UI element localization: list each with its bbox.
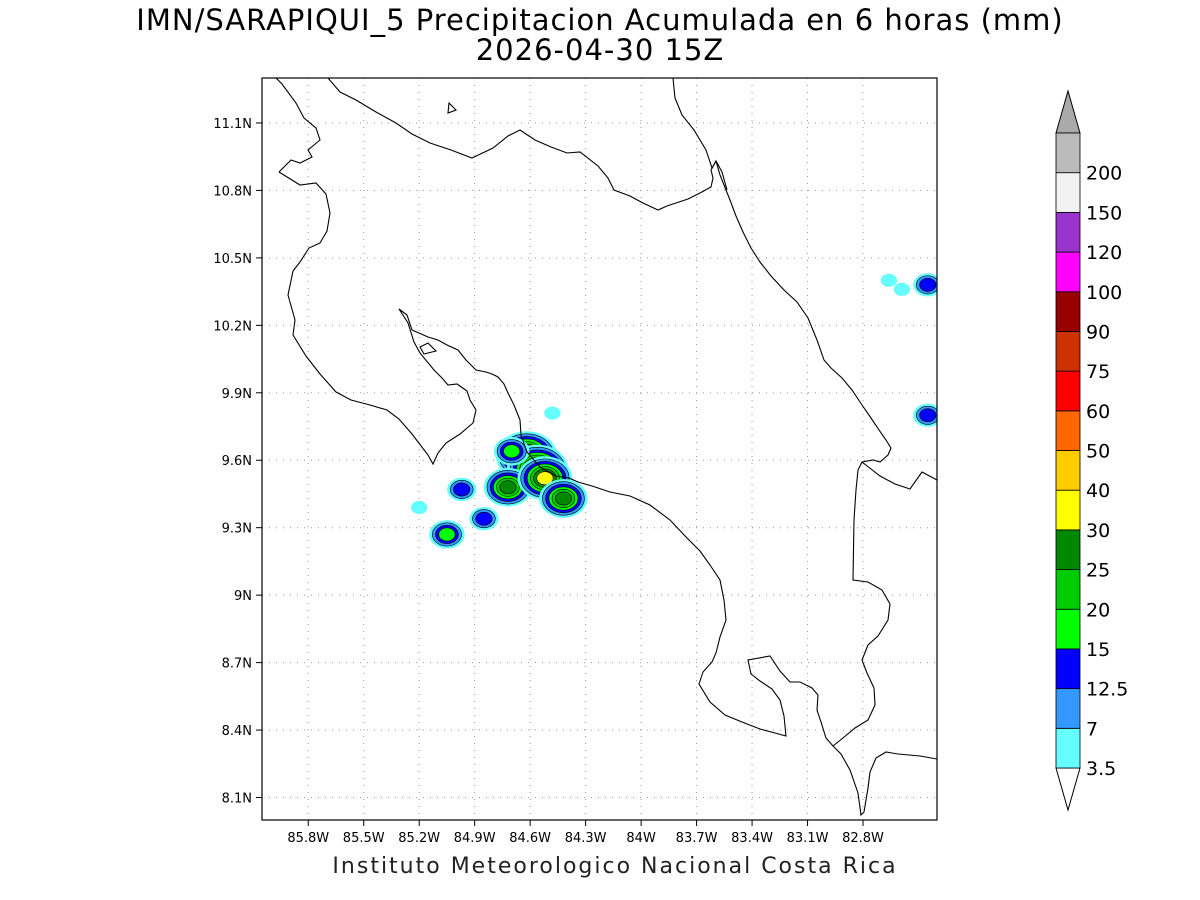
precip-cell <box>447 477 477 502</box>
colorbar-label: 3.5 <box>1086 758 1116 780</box>
precip-cell <box>880 273 898 287</box>
longitude-axis: 85.8W 85.5W 85.2W 84.9W 84.6W 84.3W 84W 83.7W 83… <box>287 820 884 846</box>
lon-tick-label: 83.7W <box>676 831 718 846</box>
colorbar-swatch <box>1055 727 1081 769</box>
colorbar-swatch <box>1055 569 1081 610</box>
precip-contour <box>893 282 911 296</box>
colorbar-swatch <box>1055 291 1081 332</box>
colorbar-label: 50 <box>1086 441 1110 463</box>
coast-caribbean-north <box>672 78 717 170</box>
map-title: IMN/SARAPIQUI_5 Precipitacion Acumulada … <box>136 3 1064 37</box>
precipitation-field <box>410 273 937 549</box>
precip-cell <box>469 507 499 531</box>
colorbar-swatch <box>1055 688 1081 729</box>
colorbar-swatch <box>1055 132 1081 174</box>
map-background <box>262 78 937 820</box>
precip-contour <box>503 444 521 459</box>
border-panama <box>715 160 937 490</box>
lon-tick-label: 84.6W <box>509 831 551 846</box>
lon-tick-label: 85.8W <box>287 831 329 846</box>
colorbar-label: 60 <box>1086 401 1110 423</box>
lon-tick-label: 83.4W <box>731 831 773 846</box>
colorbar-label: 20 <box>1086 599 1110 621</box>
island-chira <box>419 342 438 355</box>
precip-contour <box>544 406 561 420</box>
colorbar-label: 200 <box>1086 163 1122 185</box>
lat-tick-label: 10.5N <box>213 252 252 267</box>
coast-caribbean <box>327 78 892 747</box>
lat-tick-label: 11.1N <box>213 117 252 132</box>
colorbar-swatch <box>1055 489 1081 531</box>
colorbar-swatch <box>1055 450 1081 491</box>
precip-contour <box>554 491 572 506</box>
lon-tick-label: 84.9W <box>454 831 496 846</box>
colorbar-label: 90 <box>1086 321 1110 343</box>
precip-contour <box>536 471 554 486</box>
precip-cell <box>913 273 937 297</box>
lat-tick-label: 9.6N <box>222 454 252 469</box>
precip-contour <box>475 511 493 526</box>
precip-contour <box>919 408 937 423</box>
precip-cell <box>893 282 911 296</box>
colorbar-label: 75 <box>1086 361 1110 383</box>
colorbar-label: 12.5 <box>1086 679 1128 701</box>
lat-tick-label: 10.2N <box>213 319 252 334</box>
precip-cell <box>913 403 937 427</box>
latitude-axis: 11.1N 10.8N 10.5N 10.2N 9.9N 9.6N 9.3N 9N 8.7N 8.… <box>213 117 262 807</box>
coastline <box>275 78 937 817</box>
map-date: 2026-04-30 15Z <box>475 33 725 67</box>
precip-cell <box>493 437 530 466</box>
lon-tick-label: 83.1W <box>787 831 829 846</box>
precip-contour <box>410 500 428 515</box>
footer-credit: Instituto Meteorologico Nacional Costa R… <box>332 854 898 879</box>
precip-contour <box>499 480 517 495</box>
colorbar-label: 30 <box>1086 520 1110 542</box>
precip-contour <box>919 278 937 292</box>
lat-tick-label: 8.7N <box>222 657 252 672</box>
precip-cell <box>410 500 428 515</box>
lon-tick-label: 82.8W <box>842 831 884 846</box>
lat-tick-label: 8.4N <box>222 724 252 739</box>
lon-tick-label: 84.3W <box>565 831 607 846</box>
colorbar-label: 25 <box>1086 560 1110 582</box>
precip-cell <box>539 479 588 518</box>
precip-contour <box>880 273 898 287</box>
colorbar-below-arrow <box>1055 767 1081 812</box>
map-frame <box>261 77 938 821</box>
lon-tick-label: 84W <box>626 831 656 846</box>
precip-contour <box>453 482 471 497</box>
lat-tick-label: 9N <box>234 589 252 604</box>
lat-tick-label: 10.8N <box>213 184 252 199</box>
colorbar-swatch <box>1055 331 1081 372</box>
coast-guanacaste <box>275 78 477 466</box>
colorbar-swatch <box>1055 410 1081 451</box>
grid-lines <box>262 78 937 820</box>
coast-central-pacific <box>398 308 937 817</box>
island-bolanos <box>447 101 457 114</box>
colorbar-label: 100 <box>1086 282 1122 304</box>
colorbar-swatch <box>1055 172 1081 213</box>
colorbar-swatch <box>1055 608 1081 650</box>
colorbar-label: 150 <box>1086 202 1122 224</box>
lat-tick-label: 9.9N <box>222 387 252 402</box>
colorbar-swatch <box>1055 211 1081 253</box>
precip-cell <box>544 406 561 420</box>
colorbar-above-arrow <box>1055 89 1081 134</box>
precip-cell <box>429 520 465 549</box>
colorbar-swatch <box>1055 529 1081 570</box>
lon-tick-label: 85.5W <box>343 831 385 846</box>
colorbar-label: 7 <box>1086 718 1098 740</box>
colorbar-swatch <box>1055 370 1081 412</box>
colorbar: 3.5 7 12.5 15 20 25 30 40 50 60 75 90 100 120 150 200 <box>1055 89 1128 812</box>
colorbar-label: 120 <box>1086 242 1122 264</box>
lon-tick-label: 85.2W <box>398 831 440 846</box>
lat-tick-label: 8.1N <box>222 792 252 807</box>
colorbar-label: 15 <box>1086 639 1110 661</box>
colorbar-swatch <box>1055 251 1081 293</box>
colorbar-swatch <box>1055 648 1081 690</box>
lat-tick-label: 9.3N <box>222 522 252 537</box>
precip-contour <box>438 527 456 542</box>
colorbar-label: 40 <box>1086 480 1110 502</box>
